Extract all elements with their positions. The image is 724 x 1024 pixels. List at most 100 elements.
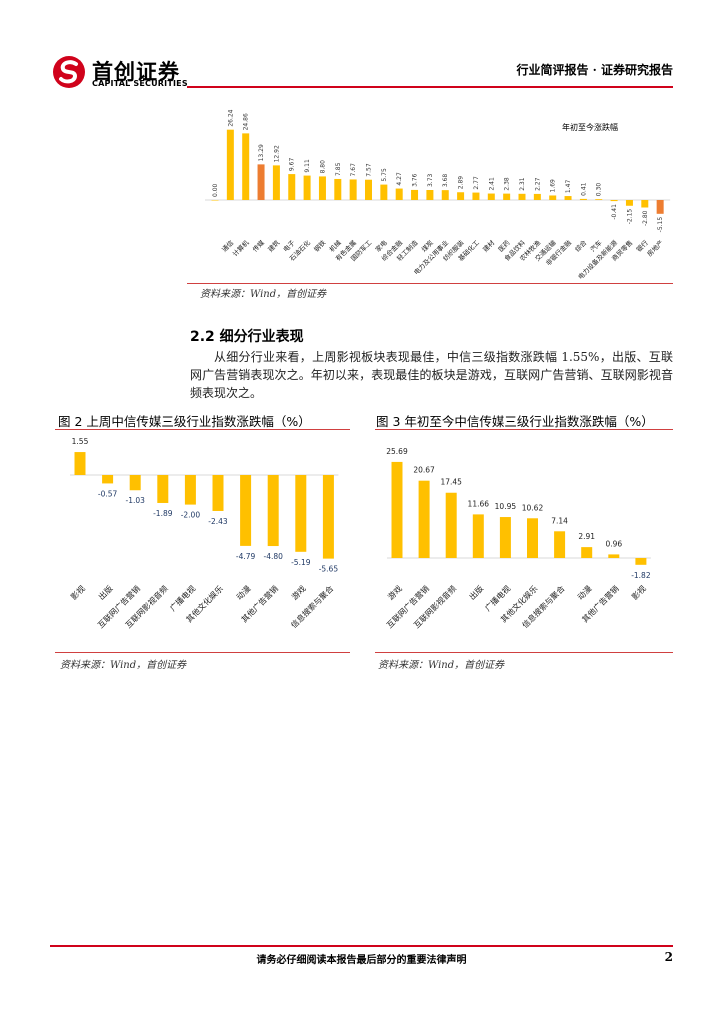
figure3-title: 图 3 年初至今中信传媒三级行业指数涨跌幅（%）: [376, 414, 654, 429]
bar-房地产: [656, 200, 664, 214]
figure2-bottom-divider: [55, 652, 350, 653]
data-label: -2.43: [208, 517, 228, 526]
category-label: 钢铁: [312, 238, 328, 254]
header-divider: [187, 86, 673, 88]
data-label: -2.15: [626, 209, 633, 225]
category-label: 出版: [467, 583, 485, 601]
category-label: 游戏: [386, 583, 404, 601]
data-label: 2.38: [504, 177, 511, 191]
bar-电子: [288, 174, 296, 200]
category-label: 计算机: [230, 238, 251, 259]
bar-钢铁: [318, 176, 326, 200]
category-label: 综合: [573, 238, 589, 254]
bar-医药: [503, 193, 511, 200]
data-label: 1.47: [565, 180, 572, 194]
figure3-bottom-divider: [375, 652, 673, 653]
data-label: 10.95: [495, 502, 517, 511]
legal-disclaimer-notice: 请务必仔细阅读本报告最后部分的重要法律声明: [256, 955, 467, 966]
data-label: -5.19: [291, 558, 311, 567]
figure3-top-divider: [375, 429, 673, 430]
category-label: 游戏: [289, 583, 307, 601]
data-label: 9.11: [304, 159, 311, 173]
bar-交通运输: [549, 195, 557, 200]
figure1-source: 资料来源：Wind，首创证券: [200, 289, 327, 300]
data-label: -1.03: [125, 496, 145, 505]
section-paragraph: 从细分行业来看，上周影视板块表现最佳，中信三级指数涨跌幅 1.55%，出版、互联…: [190, 350, 673, 400]
bar-综合金融: [395, 188, 403, 200]
bar-影视: [635, 558, 647, 565]
bar-互联网广告营销: [418, 480, 430, 558]
data-label: -0.57: [98, 489, 118, 498]
data-label: 26.24: [227, 109, 234, 126]
data-label: 25.69: [386, 447, 408, 456]
bar-非银行金融: [564, 196, 572, 200]
bar-出版: [472, 514, 484, 558]
data-label: 10.62: [522, 503, 544, 512]
data-label: -2.00: [181, 511, 201, 520]
bar-通信: [226, 129, 234, 200]
data-label: 1.69: [550, 179, 557, 193]
category-label: 建筑: [266, 238, 282, 254]
data-label: 13.29: [258, 144, 265, 161]
bar-出版: [102, 475, 114, 484]
bar-传媒: [257, 164, 265, 200]
bar-建筑: [272, 165, 280, 200]
data-label: 5.75: [381, 168, 388, 182]
data-label: -4.80: [263, 552, 283, 561]
data-label: -1.82: [631, 571, 651, 580]
bar-家电: [380, 184, 388, 200]
data-label: -5.65: [319, 565, 339, 574]
bar-电力设备及新能源: [610, 200, 618, 202]
data-label: 3.73: [427, 173, 434, 187]
category-label: 影视: [629, 583, 647, 601]
bar-动漫: [240, 475, 252, 546]
chart-legend-text: 年初至今涨跌幅: [562, 122, 618, 132]
bar-建材: [487, 193, 495, 200]
bar-影视: [74, 452, 86, 475]
data-label: 11.66: [468, 499, 490, 508]
bar-其他文化娱乐: [527, 518, 538, 558]
data-label: 0.00: [212, 183, 219, 197]
logo-text-en: CAPITAL SECURITIES: [92, 79, 188, 88]
category-label: 传媒: [250, 238, 266, 254]
ytd-subindustry-bar-chart: 25.69游戏20.67互联网广告营销17.45互联网影视音频11.66出版10…: [384, 447, 651, 630]
figure3-source: 资料来源：Wind，首创证券: [378, 660, 505, 671]
bar-游戏: [391, 461, 403, 558]
bar-商贸零售: [625, 200, 633, 206]
category-label: 动漫: [575, 583, 593, 601]
bar-电力及公用事业: [441, 190, 449, 200]
bar-信息搜索与聚合: [322, 475, 334, 559]
logo-icon: [52, 55, 86, 89]
data-label: 0.30: [596, 183, 603, 197]
bar-有色金属: [349, 179, 357, 200]
bar-国防军工: [365, 179, 372, 200]
page-number: 2: [664, 950, 673, 964]
data-label: 24.86: [243, 113, 250, 130]
bar-综合: [579, 198, 587, 200]
bar-互联网影视音频: [445, 492, 457, 558]
bar-汽车: [595, 199, 603, 200]
category-label: 影视: [69, 583, 87, 601]
data-label: 2.77: [473, 176, 480, 190]
data-label: 7.67: [350, 163, 357, 177]
bar-其他广告营销: [608, 554, 620, 558]
data-label: 0.96: [605, 539, 622, 548]
section-heading: 2.2 细分行业表现: [190, 329, 304, 345]
data-label: 2.89: [458, 176, 465, 190]
bar-煤炭: [426, 190, 434, 200]
data-label: 2.91: [578, 532, 595, 541]
bar-基础化工: [472, 192, 480, 200]
footer-divider: [50, 945, 673, 947]
data-label: 9.67: [289, 158, 296, 172]
bar-食品饮料: [518, 193, 526, 200]
data-label: -1.89: [153, 509, 173, 518]
data-label: 2.41: [488, 177, 495, 191]
data-label: 3.68: [442, 174, 449, 188]
bar-计算机: [242, 133, 250, 200]
bar-机械: [334, 178, 342, 200]
data-label: 7.57: [366, 163, 373, 177]
report-type-title: 行业简评报告 · 证券研究报告: [516, 63, 673, 77]
data-label: 3.76: [412, 173, 419, 187]
data-label: -0.41: [611, 204, 618, 220]
logo-text-cn: 首创证券: [92, 60, 180, 84]
